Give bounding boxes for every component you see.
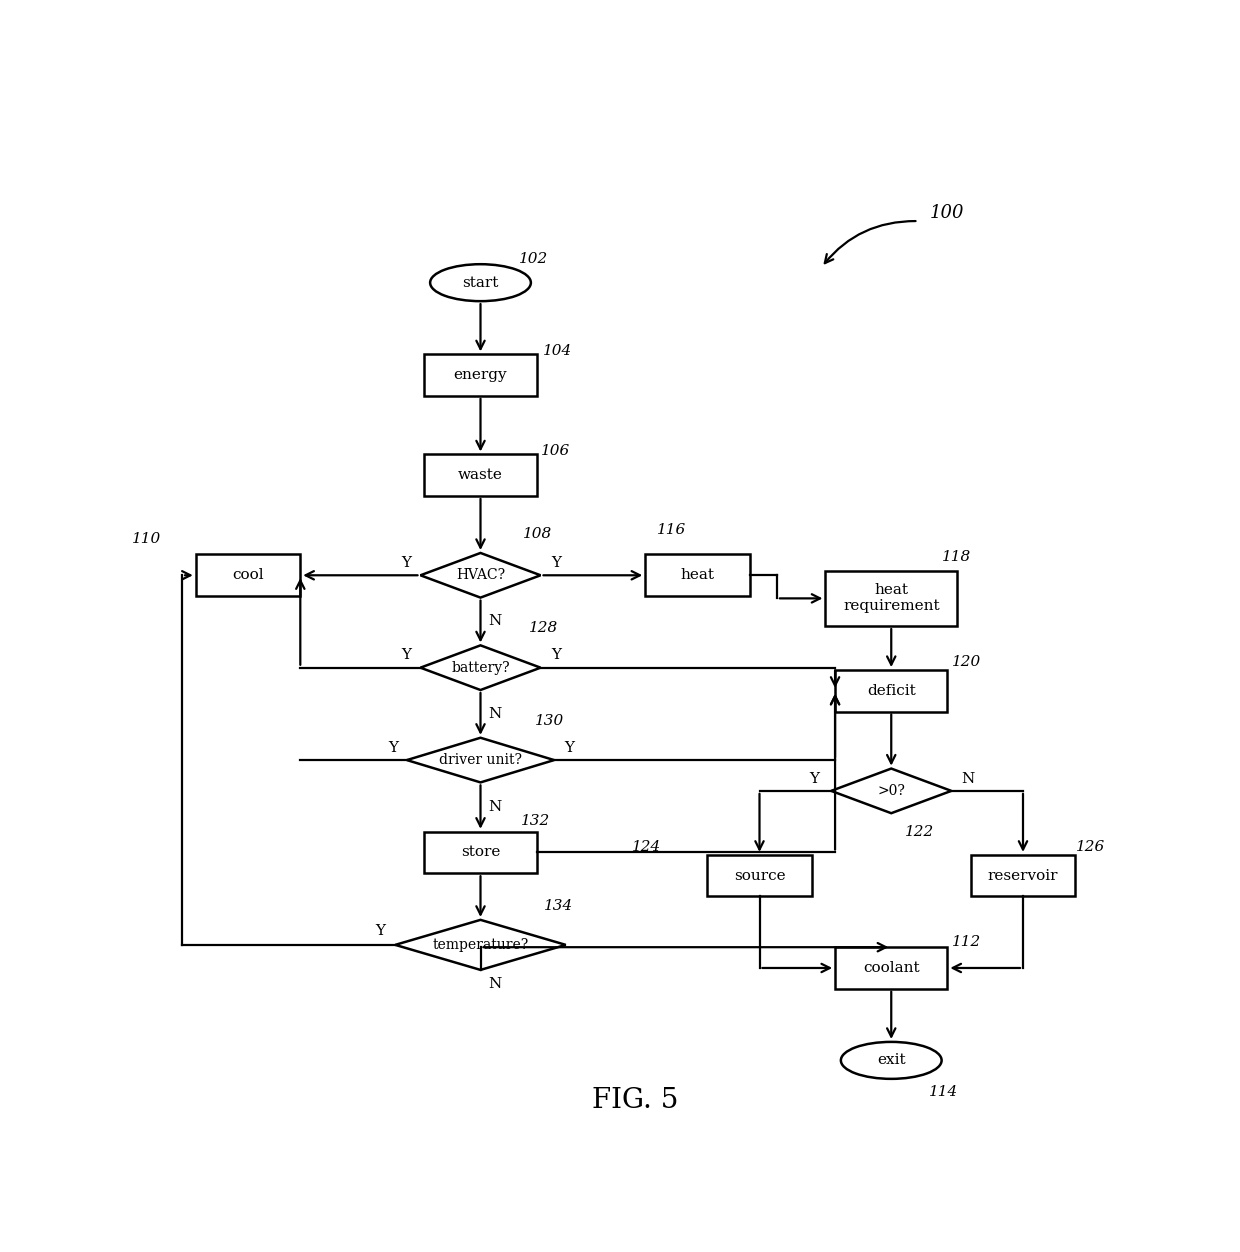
Text: 104: 104 (543, 344, 572, 358)
Ellipse shape (841, 1042, 941, 1079)
Text: 102: 102 (520, 252, 548, 265)
Text: battery?: battery? (451, 661, 510, 675)
Text: Y: Y (388, 741, 398, 755)
Text: N: N (487, 615, 501, 629)
Text: N: N (487, 707, 501, 721)
Text: temperature?: temperature? (433, 938, 528, 952)
Text: 122: 122 (905, 825, 935, 839)
Text: 108: 108 (523, 527, 552, 541)
Text: Y: Y (551, 649, 560, 662)
Text: source: source (734, 869, 785, 883)
Text: HVAC?: HVAC? (456, 568, 505, 582)
Polygon shape (407, 737, 554, 782)
Text: store: store (461, 845, 500, 859)
Text: N: N (487, 800, 501, 814)
Text: 132: 132 (521, 814, 551, 828)
Text: Y: Y (810, 771, 820, 785)
Bar (835, 948, 947, 989)
Text: waste: waste (458, 468, 503, 482)
Text: 128: 128 (528, 621, 558, 635)
Polygon shape (420, 553, 541, 597)
Text: deficit: deficit (867, 684, 915, 697)
Text: 120: 120 (952, 655, 981, 670)
Text: 114: 114 (929, 1085, 957, 1099)
Text: start: start (463, 275, 498, 289)
Text: Y: Y (551, 556, 560, 570)
Text: N: N (487, 977, 501, 990)
Bar (826, 571, 957, 626)
Bar (424, 454, 537, 496)
Text: 106: 106 (541, 444, 570, 458)
Text: 118: 118 (941, 550, 971, 563)
Polygon shape (831, 769, 951, 814)
Text: coolant: coolant (863, 962, 920, 975)
Polygon shape (396, 920, 565, 970)
Text: reservoir: reservoir (988, 869, 1058, 883)
Bar (971, 855, 1075, 896)
Bar (424, 354, 537, 396)
Text: heat: heat (681, 568, 714, 582)
Polygon shape (420, 645, 541, 690)
Text: Y: Y (402, 649, 412, 662)
Text: energy: energy (454, 368, 507, 382)
Text: heat
requirement: heat requirement (843, 583, 940, 613)
Bar (424, 831, 537, 874)
Ellipse shape (430, 264, 531, 302)
Bar (196, 555, 300, 596)
Text: 112: 112 (952, 935, 981, 949)
Text: N: N (962, 771, 975, 785)
Text: 110: 110 (131, 532, 161, 546)
Text: 124: 124 (631, 840, 661, 854)
Text: 116: 116 (657, 523, 687, 537)
Bar (645, 555, 750, 596)
Text: 134: 134 (544, 899, 573, 913)
Text: 130: 130 (534, 714, 564, 727)
Text: cool: cool (232, 568, 264, 582)
Text: 126: 126 (1075, 840, 1105, 854)
Text: Y: Y (374, 924, 384, 938)
Text: Y: Y (564, 741, 574, 755)
Text: driver unit?: driver unit? (439, 754, 522, 767)
Text: Y: Y (402, 556, 412, 570)
Bar (835, 670, 947, 711)
Text: FIG. 5: FIG. 5 (593, 1087, 678, 1114)
Text: exit: exit (877, 1053, 905, 1068)
Text: >0?: >0? (878, 784, 905, 798)
Text: 100: 100 (930, 204, 965, 223)
Bar (707, 855, 812, 896)
